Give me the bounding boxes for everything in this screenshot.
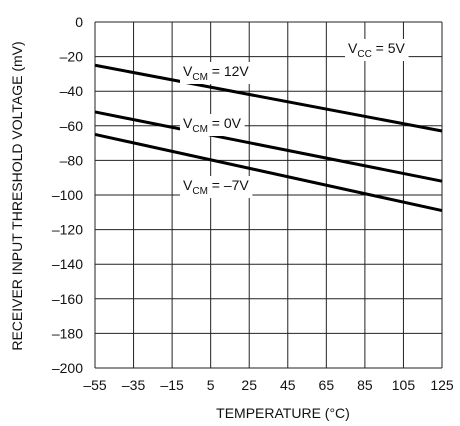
series-label-1-text: VCM = 0V (183, 115, 242, 135)
x-tick-label: –15 (160, 377, 184, 393)
labels: VCM = 12V VCM = 0V VCM = –7V VCC = 5V (180, 39, 409, 198)
x-tick-label: 65 (319, 377, 335, 393)
tick-labels: –55 –35 –15 5 25 45 65 85 105 125 0 –20 –40 –60 –80 –10… (52, 14, 454, 393)
series-label-2: VCM = –7V (180, 176, 253, 198)
vcc-annotation: VCC = 5V (345, 39, 409, 61)
x-tick-label: 25 (241, 377, 257, 393)
series-line (94, 63, 443, 133)
grid (94, 21, 443, 369)
y-tick-label: –180 (52, 325, 83, 341)
y-tick-label: –40 (60, 83, 84, 99)
vcc-annotation-bg (345, 39, 409, 61)
series-label-1-bg (180, 114, 245, 136)
y-tick-label: –60 (60, 118, 84, 134)
x-tick-label: 105 (392, 377, 416, 393)
x-axis-title: TEMPERATURE (°C) (216, 405, 350, 421)
y-tick-label: –20 (60, 49, 84, 65)
series-line (94, 110, 443, 183)
x-tick-label: 5 (207, 377, 215, 393)
x-tick-label: 85 (357, 377, 373, 393)
series-label-2-bg (180, 176, 253, 198)
x-tick-label: 125 (430, 377, 454, 393)
series-label-1: VCM = 0V (180, 114, 245, 136)
series-label-0-text: VCM = 12V (183, 63, 249, 83)
x-tick-label: 45 (280, 377, 296, 393)
series-label-0-bg (180, 62, 253, 84)
series-label-0: VCM = 12V (180, 62, 253, 84)
x-tick-label: –35 (122, 377, 146, 393)
y-tick-label: –100 (52, 187, 83, 203)
y-tick-label: –160 (52, 291, 83, 307)
vcc-annotation-text: VCC = 5V (348, 40, 406, 60)
series-label-2-text: VCM = –7V (183, 177, 249, 197)
series-lines (94, 63, 443, 213)
y-axis-title: RECEIVER INPUT THRESHOLD VOLTAGE (mV) (9, 41, 25, 350)
y-tick-label: –200 (52, 360, 83, 376)
series-line (94, 132, 443, 213)
y-tick-label: –120 (52, 222, 83, 238)
y-tick-label: –140 (52, 256, 83, 272)
x-tick-label: –55 (83, 377, 107, 393)
y-tick-label: 0 (75, 14, 83, 30)
y-tick-label: –80 (60, 152, 84, 168)
